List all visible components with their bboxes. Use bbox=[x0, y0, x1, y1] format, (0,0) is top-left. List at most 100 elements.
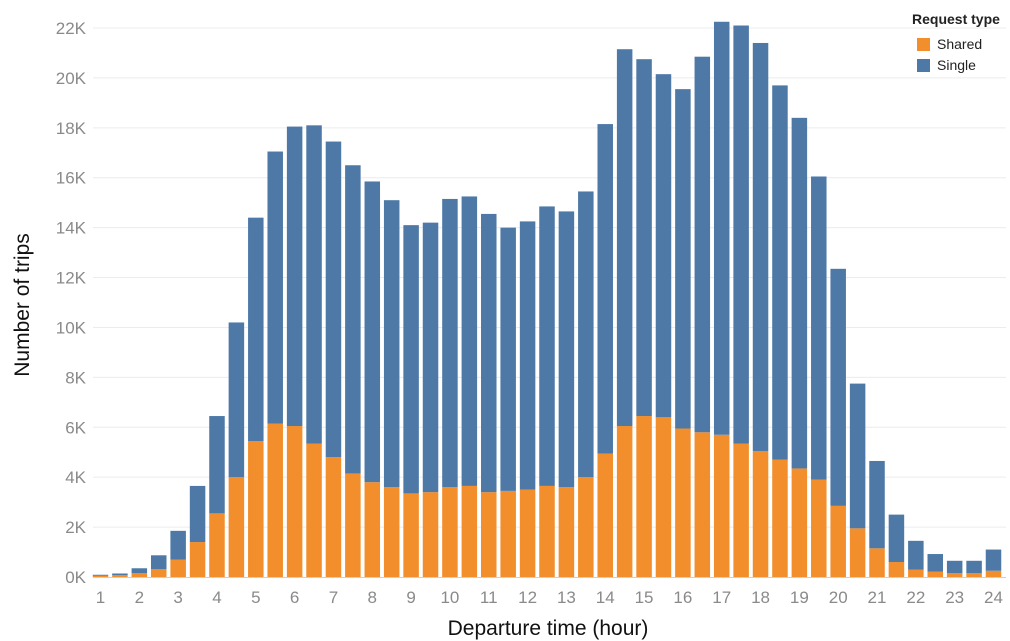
bar-shared bbox=[92, 575, 109, 577]
legend-label-single: Single bbox=[937, 57, 976, 73]
bar-shared bbox=[849, 528, 866, 577]
bar-shared bbox=[209, 513, 225, 577]
x-tick-label: 4 bbox=[212, 588, 221, 607]
bar-single bbox=[830, 268, 846, 506]
y-tick-label: 22K bbox=[56, 19, 87, 38]
bar-single bbox=[927, 554, 944, 572]
bar-single bbox=[112, 573, 128, 576]
bar-shared bbox=[830, 505, 846, 577]
bar-single bbox=[519, 221, 536, 490]
bar-shared bbox=[616, 426, 633, 577]
y-axis-title: Number of trips bbox=[11, 233, 34, 377]
bar-shared bbox=[306, 443, 322, 577]
bar-shared bbox=[170, 559, 186, 577]
bar-shared bbox=[364, 482, 381, 577]
bar-single bbox=[655, 74, 672, 418]
bar-shared bbox=[985, 570, 1002, 577]
bar-single bbox=[325, 141, 342, 458]
legend-swatch-single bbox=[917, 59, 930, 72]
bar-shared bbox=[966, 573, 982, 577]
y-tick-label: 14K bbox=[56, 219, 87, 238]
bar-single bbox=[461, 196, 478, 486]
x-axis-ticks: 1 2 3 4 5 6 7 8 9 10 11 12 13 14 15 16 17 18 19 20 21 22 23 24 bbox=[96, 588, 1003, 607]
bar-shared bbox=[150, 569, 167, 577]
bar-single bbox=[92, 574, 109, 576]
bar-shared bbox=[383, 487, 400, 577]
x-tick-label: 11 bbox=[480, 588, 498, 607]
x-tick-label: 17 bbox=[712, 588, 731, 607]
bar-shared bbox=[442, 487, 458, 577]
bar-single bbox=[248, 217, 264, 441]
x-tick-label: 18 bbox=[751, 588, 770, 607]
x-tick-label: 22 bbox=[906, 588, 925, 607]
bar-shared bbox=[752, 450, 769, 577]
bar-single bbox=[345, 165, 361, 474]
bar-shared bbox=[713, 434, 730, 577]
legend-title: Request type bbox=[912, 11, 1000, 27]
bar-shared bbox=[655, 417, 672, 577]
bar-shared bbox=[248, 440, 264, 577]
bar-single bbox=[228, 322, 245, 478]
bar-single bbox=[966, 560, 982, 574]
x-tick-label: 13 bbox=[557, 588, 576, 607]
bar-single bbox=[131, 568, 148, 574]
y-tick-label: 20K bbox=[56, 69, 87, 88]
bar-shared bbox=[112, 575, 128, 577]
bar-shared bbox=[325, 457, 342, 577]
y-tick-label: 16K bbox=[56, 169, 87, 188]
bar-single bbox=[209, 416, 225, 514]
bar-shared bbox=[481, 492, 497, 577]
x-tick-label: 23 bbox=[945, 588, 964, 607]
x-tick-label: 19 bbox=[790, 588, 809, 607]
bar-single bbox=[791, 117, 808, 469]
legend-swatch-shared bbox=[917, 38, 930, 51]
bar-shared bbox=[636, 416, 652, 577]
x-tick-label: 15 bbox=[635, 588, 654, 607]
y-tick-label: 10K bbox=[56, 318, 87, 337]
legend-label-shared: Shared bbox=[937, 36, 982, 52]
bar-single bbox=[267, 151, 283, 424]
bar-shared bbox=[811, 479, 827, 577]
bar-shared bbox=[791, 468, 808, 577]
bar-shared bbox=[675, 428, 691, 577]
bar-shared bbox=[558, 487, 575, 577]
x-tick-label: 12 bbox=[518, 588, 537, 607]
bar-shared bbox=[539, 485, 555, 577]
y-tick-label: 4K bbox=[65, 468, 86, 487]
bar-shared bbox=[189, 542, 206, 577]
bar-single bbox=[539, 206, 555, 486]
bar-shared bbox=[461, 485, 478, 577]
bar-shared bbox=[578, 477, 594, 577]
bar-single bbox=[985, 549, 1002, 571]
bar-single bbox=[500, 227, 516, 491]
y-tick-label: 8K bbox=[65, 368, 86, 387]
bar-single bbox=[869, 460, 885, 549]
y-tick-label: 2K bbox=[65, 518, 86, 537]
bar-shared bbox=[597, 453, 613, 577]
bar-single bbox=[403, 225, 419, 494]
x-tick-label: 1 bbox=[96, 588, 105, 607]
bar-single bbox=[286, 126, 303, 427]
bar-single bbox=[694, 56, 711, 433]
bar-single bbox=[811, 176, 827, 480]
bar-single bbox=[442, 198, 458, 488]
x-tick-label: 3 bbox=[173, 588, 182, 607]
bar-shared bbox=[267, 423, 283, 577]
x-tick-label: 14 bbox=[596, 588, 615, 607]
y-tick-label: 0K bbox=[65, 568, 86, 587]
bar-single bbox=[597, 124, 613, 454]
bar-shared bbox=[733, 443, 749, 577]
x-tick-label: 20 bbox=[829, 588, 848, 607]
x-tick-label: 16 bbox=[673, 588, 692, 607]
bar-single bbox=[170, 530, 186, 560]
bar-single bbox=[616, 49, 633, 427]
bar-single bbox=[558, 211, 575, 488]
bar-shared bbox=[519, 489, 536, 577]
bar-single bbox=[578, 191, 594, 478]
bar-shared bbox=[345, 473, 361, 577]
x-tick-label: 7 bbox=[329, 588, 338, 607]
bar-shared bbox=[772, 459, 788, 577]
bar-single bbox=[306, 125, 322, 444]
bar-single bbox=[752, 42, 769, 451]
